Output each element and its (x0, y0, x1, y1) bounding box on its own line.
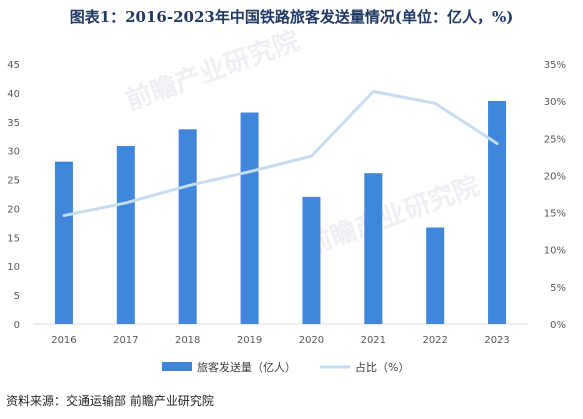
bar-2017 (116, 146, 135, 324)
y-left-tick-label: 45 (7, 60, 20, 71)
share-point-2019 (248, 170, 252, 174)
y-right-tick-label: 15% (544, 209, 566, 220)
share-point-2017 (124, 201, 128, 205)
x-tick-label: 2019 (237, 335, 262, 346)
watermark: 前瞻产业研究院 (122, 25, 304, 116)
share-point-2018 (186, 184, 190, 188)
y-left-tick-label: 10 (7, 262, 20, 273)
bar-2022 (426, 227, 445, 324)
share-point-2022 (433, 101, 437, 105)
y-left-tick-label: 40 (7, 89, 20, 100)
y-left-tick-label: 0 (14, 320, 20, 331)
source-note: 资料来源：交通运输部 前瞻产业研究院 (6, 394, 214, 408)
x-tick-label: 2021 (361, 335, 386, 346)
x-tick-label: 2018 (175, 335, 200, 346)
x-tick-label: 2017 (113, 335, 138, 346)
bar-2019 (240, 112, 259, 325)
y-left-tick-label: 20 (7, 204, 20, 215)
share-point-2023 (495, 141, 499, 145)
share-point-2021 (371, 89, 375, 93)
bar-2021 (364, 173, 383, 324)
y-left-tick-label: 35 (7, 118, 20, 129)
legend-bar-swatch (162, 362, 192, 371)
legend-bar-label: 旅客发送量（亿人） (197, 360, 296, 374)
y-left-tick-label: 30 (7, 147, 20, 158)
x-tick-label: 2022 (422, 335, 447, 346)
y-left-tick-label: 25 (7, 176, 20, 187)
x-tick-label: 2023 (484, 335, 509, 346)
x-tick-label: 2016 (51, 335, 76, 346)
bar-2023 (488, 100, 507, 324)
y-right-tick-label: 5% (550, 283, 566, 294)
y-right-tick-label: 30% (544, 97, 566, 108)
x-tick-label: 2020 (299, 335, 324, 346)
y-left-tick-label: 5 (14, 291, 20, 302)
legend-line-label: 占比（%） (355, 360, 409, 374)
bar-2016 (54, 161, 73, 324)
share-point-2016 (62, 214, 66, 218)
y-right-tick-label: 35% (544, 60, 566, 71)
share-point-2020 (309, 154, 313, 158)
y-right-tick-label: 20% (544, 171, 566, 182)
chart-title: 图表1：2016-2023年中国铁路旅客发送量情况(单位：亿人，%) (69, 8, 514, 26)
y-right-tick-label: 10% (544, 246, 566, 257)
bar-2018 (178, 129, 197, 324)
bar-2020 (302, 196, 321, 324)
y-left-tick-label: 15 (7, 233, 20, 244)
y-right-tick-label: 0% (550, 320, 566, 331)
y-right-tick-label: 25% (544, 134, 566, 145)
share-line (63, 89, 498, 218)
watermark: 前瞻产业研究院 (302, 170, 484, 261)
